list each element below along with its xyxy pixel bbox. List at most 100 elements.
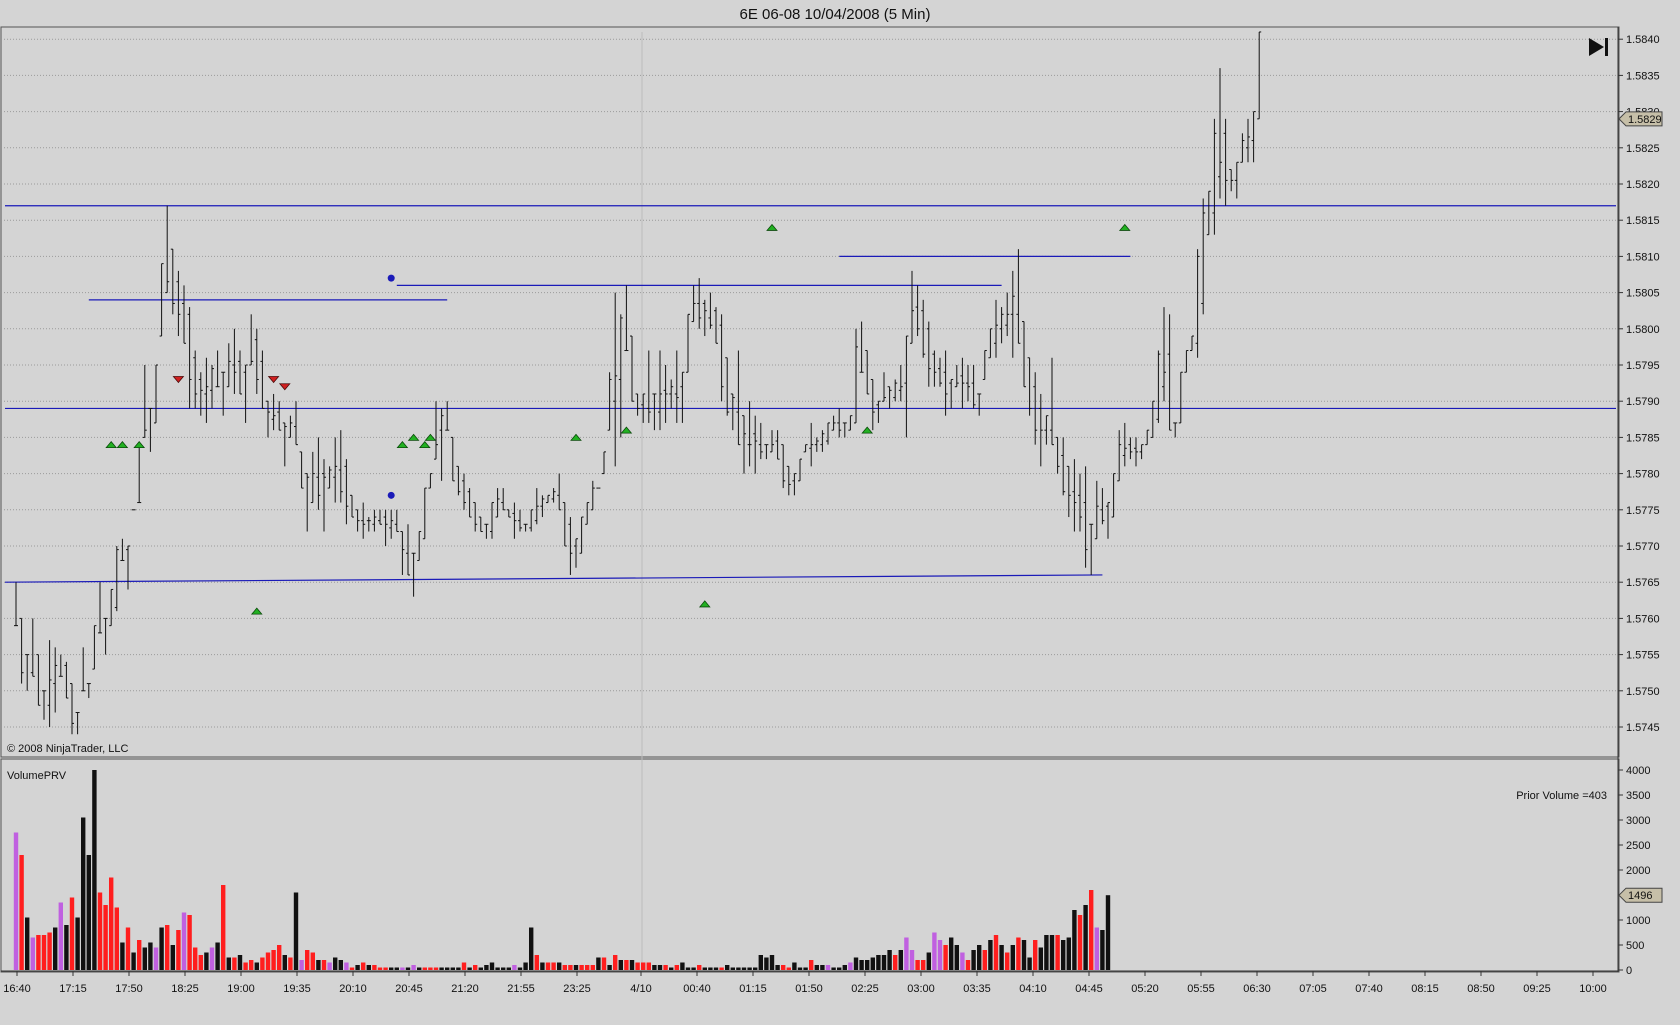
volume-bar [13, 832, 19, 970]
price-tick-label: 1.5745 [1626, 722, 1660, 734]
buy-signal [620, 426, 633, 434]
time-tick-label: 20:45 [395, 983, 423, 995]
volume-bar [545, 962, 551, 970]
volume-panel-border [0, 758, 1620, 973]
price-tick-label: 1.5840 [1626, 34, 1660, 46]
volume-bar [445, 967, 450, 970]
volume-bar [277, 945, 282, 970]
volume-axis-ticks: 05001000150020002500300035004000 [1618, 765, 1650, 977]
price-tick-label: 1.5770 [1626, 541, 1660, 553]
volume-bar [713, 967, 719, 970]
volume-bar [125, 927, 131, 970]
time-tick-label: 06:30 [1243, 983, 1271, 995]
volume-bar [652, 965, 657, 970]
volume-bar [1021, 940, 1027, 970]
volume-bar [585, 965, 590, 970]
volume-bar [977, 945, 982, 970]
time-tick-label: 19:35 [283, 983, 311, 995]
volume-bar [232, 957, 237, 970]
buy-signal [424, 433, 437, 441]
volume-bar [148, 942, 153, 970]
volume-bar [237, 955, 243, 970]
volume-bar [624, 960, 629, 970]
volume-bar [92, 770, 97, 970]
volume-bar [439, 967, 444, 970]
time-tick-label: 23:25 [563, 983, 591, 995]
volume-bar [736, 967, 741, 970]
volume-bar [501, 967, 506, 970]
volume-bar [641, 962, 646, 970]
time-tick-label: 05:20 [1131, 983, 1159, 995]
price-tick-label: 1.5810 [1626, 251, 1660, 263]
volume-bar [131, 952, 136, 970]
play-to-end-icon[interactable] [1589, 38, 1608, 56]
buy-signal [570, 433, 582, 441]
buy-signal [766, 223, 778, 231]
time-tick-label: 05:55 [1187, 983, 1215, 995]
signal-markers [105, 223, 1131, 615]
volume-bar [265, 952, 271, 970]
volume-bar [153, 947, 159, 970]
volume-bar [1016, 937, 1021, 970]
time-tick-label: 4/10 [630, 983, 651, 995]
volume-bar [97, 892, 103, 970]
last-volume-label: 1496 [1628, 890, 1652, 902]
volume-bar [114, 907, 119, 970]
time-tick-label: 03:35 [963, 983, 991, 995]
price-tick-label: 1.5785 [1626, 432, 1660, 444]
volume-bar [590, 965, 595, 970]
volume-bar [372, 965, 377, 970]
time-tick-label: 01:50 [795, 983, 823, 995]
volume-bar [221, 885, 226, 970]
volume-tick-label: 500 [1626, 940, 1644, 952]
volume-bar [837, 967, 842, 970]
volume-bar [573, 965, 579, 970]
volume-bar [1089, 890, 1094, 970]
buy-signal [105, 441, 118, 449]
volume-bar [697, 965, 702, 970]
time-tick-label: 04:10 [1019, 983, 1047, 995]
time-tick-label: 03:00 [907, 983, 935, 995]
volume-bar [305, 950, 310, 970]
volume-bar [260, 957, 265, 970]
volume-bar [1033, 940, 1038, 970]
volume-bar [103, 905, 108, 970]
volume-bar [1044, 935, 1049, 970]
volume-bar [361, 962, 366, 970]
volume-bar [282, 955, 287, 970]
volume-bar [1010, 945, 1015, 970]
volume-bar [226, 957, 231, 970]
volume-bar [30, 937, 35, 970]
volume-bar [204, 952, 209, 970]
price-tick-label: 1.5765 [1626, 577, 1660, 589]
volume-bar [562, 965, 567, 970]
price-tick-label: 1.5755 [1626, 650, 1660, 662]
volume-bar [120, 942, 125, 970]
volume-bars [13, 770, 1111, 970]
volume-bar [450, 967, 455, 970]
buy-signal [116, 441, 129, 449]
volume-bar [870, 957, 875, 970]
volume-bar [389, 967, 394, 970]
volume-bar [215, 942, 220, 970]
volume-tick-label: 3000 [1626, 815, 1650, 827]
volume-bar [1066, 937, 1071, 970]
volume-bar [960, 952, 965, 970]
volume-bar [523, 962, 528, 970]
sell-signal [267, 376, 280, 384]
volume-bar [209, 947, 215, 970]
volume-bar [758, 955, 763, 970]
volume-bar [293, 892, 299, 970]
volume-tick-label: 2000 [1626, 865, 1650, 877]
volume-bar [719, 967, 724, 970]
buy-signal [407, 433, 420, 441]
time-tick-label: 16:40 [3, 983, 31, 995]
volume-bar [344, 962, 349, 970]
volume-bar [25, 917, 30, 970]
buy-signal [250, 607, 263, 615]
last-price-label: 1.5829 [1628, 114, 1662, 126]
volume-bar [467, 967, 472, 970]
volume-bar [775, 965, 780, 970]
volume-bar [792, 962, 797, 970]
